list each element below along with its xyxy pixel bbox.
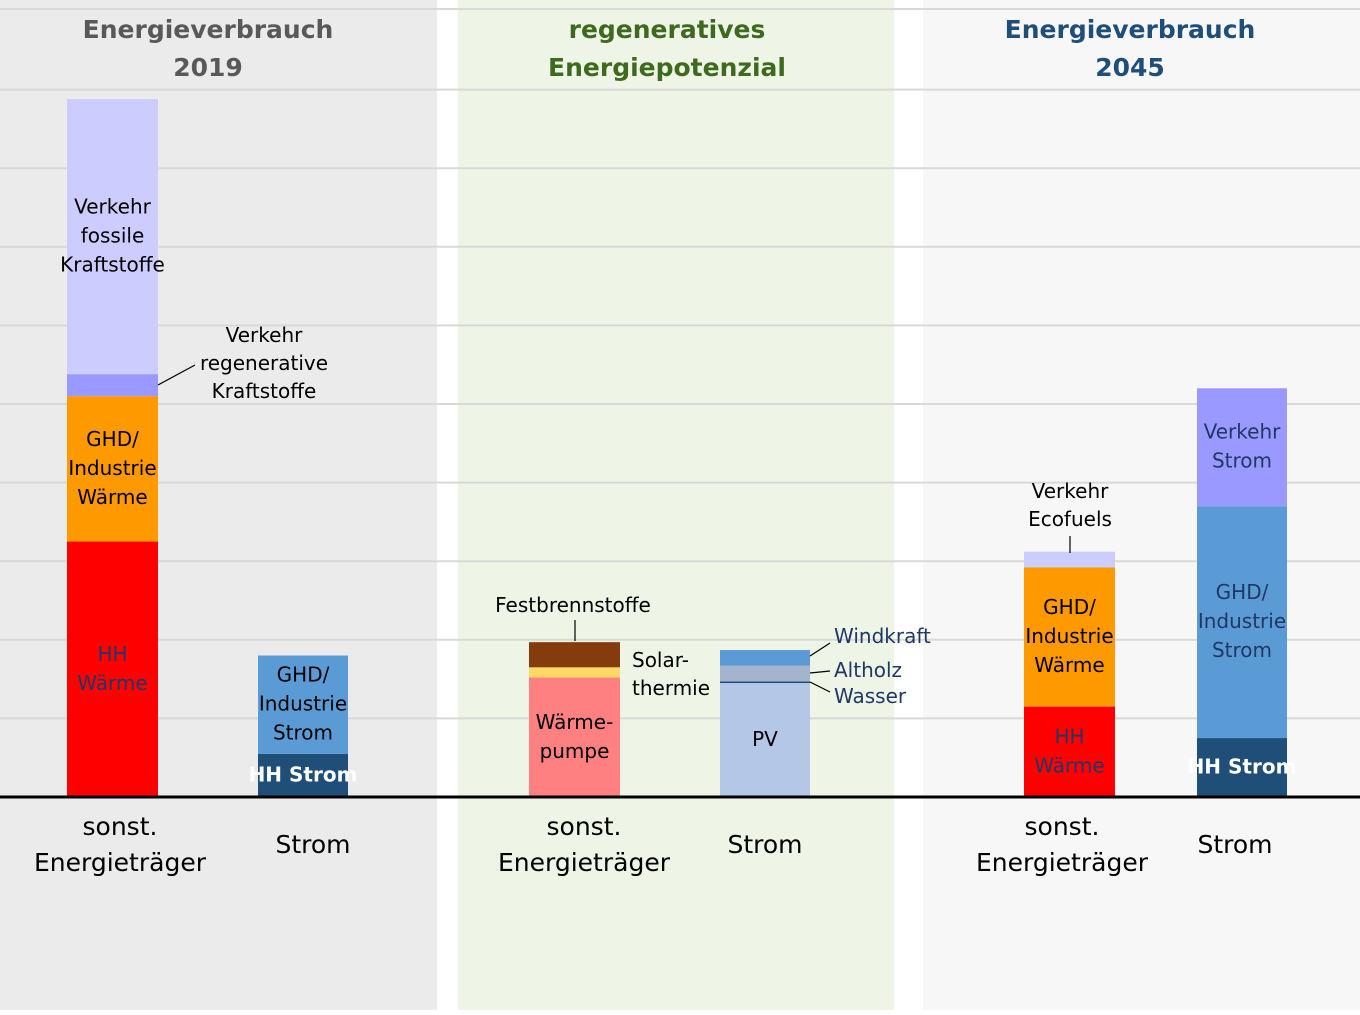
callout-line [809, 681, 831, 693]
category-label: sonst. Energieträger [976, 812, 1149, 877]
bar-segment [529, 642, 620, 668]
bar-segment [67, 99, 158, 375]
segment-label: Solar-thermie [632, 648, 710, 700]
segment-label: Windkraft [834, 624, 931, 648]
callout-line [809, 642, 831, 657]
segment-label: Verkehr Strom [1204, 419, 1282, 472]
bar-segment [1197, 738, 1287, 797]
segment-label: HH Strom [249, 762, 358, 786]
bar-segment [1197, 388, 1287, 507]
bar-segment [720, 650, 810, 666]
segment-label: HH Wärme [1034, 724, 1104, 777]
callout-line [809, 670, 831, 674]
panel-title: Energieverbrauch 2045 [1005, 15, 1256, 82]
segment-label: Verkehr fossile Kraftstoffe [60, 194, 165, 276]
bar-segment [258, 655, 348, 754]
segment-label: GHD/Industrie Strom [259, 662, 347, 744]
bar-segment [720, 683, 810, 797]
bar-segment [67, 374, 158, 397]
segment-label: Verkehr regenerative Kraftstoffe [200, 323, 328, 403]
bar-segment [258, 753, 348, 797]
bar-segment [720, 665, 810, 682]
segment-label: Festbrennstoffe [495, 593, 651, 617]
bar-segment [1024, 706, 1115, 797]
bar-segment [720, 681, 810, 684]
panel-title: Energieverbrauch 2019 [83, 15, 334, 82]
segment-label: Verkehr Ecofuels [1028, 479, 1112, 531]
bar-segment [529, 667, 620, 678]
bar-segment [67, 541, 158, 797]
category-label: sonst. Energieträger [498, 812, 671, 877]
callout-line [157, 364, 196, 386]
panel-title: regeneratives Energiepotenzial [548, 15, 786, 82]
segment-label: Altholz [834, 658, 902, 682]
category-label: Strom [1197, 830, 1272, 859]
segment-label: GHD/Industrie Wärme [68, 426, 156, 508]
segment-label: Wärme-pumpe [536, 709, 614, 762]
segment-label: GHD/Industrie Strom [1198, 580, 1286, 662]
category-label: sonst. Energieträger [34, 812, 207, 877]
bar-segment [1197, 506, 1287, 739]
bar-segment [67, 396, 158, 542]
category-label: Strom [275, 830, 350, 859]
bar-segment [1024, 551, 1115, 568]
bar-segment [1024, 567, 1115, 707]
segment-label: Wasser [834, 684, 907, 708]
segment-label: PV [752, 727, 778, 751]
category-label: Strom [727, 830, 802, 859]
segment-label: HH Wärme [77, 641, 147, 694]
segment-label: GHD/Industrie Wärme [1025, 595, 1113, 677]
bar-segment [529, 677, 620, 797]
segment-label: HH Strom [1188, 754, 1297, 778]
